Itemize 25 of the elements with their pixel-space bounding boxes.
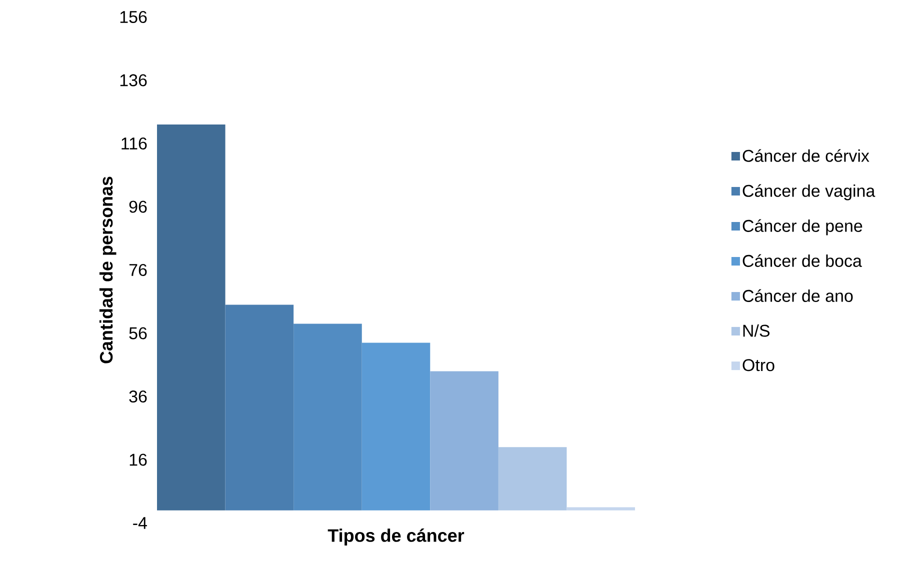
bar [294,324,362,510]
legend-label: Otro [742,359,774,372]
bar [157,124,226,510]
y-tick-label: 136 [120,74,147,86]
bar [498,447,567,510]
y-tick-label: 76 [129,264,147,276]
y-tick-label: 36 [129,390,147,403]
bar [225,304,294,510]
legend-label: Cáncer de boca [742,254,862,267]
legend-label: N/S [743,324,770,337]
x-axis-title: Tipos de cáncer [328,528,464,546]
bar [430,371,498,510]
legend-label: Cáncer de vagina [742,184,876,200]
legend-label: Cáncer de pene [742,219,862,236]
y-tick-label: 96 [129,200,147,213]
bar [566,507,636,510]
y-tick-label: 116 [122,137,147,150]
y-tick-label: -4 [133,517,147,529]
y-axis-title: Cantidad de personas [99,176,116,364]
y-tick-label: 16 [130,454,147,466]
y-tick-label: 156 [120,10,147,24]
y-tick-label: 56 [129,327,147,340]
legend-label: Cáncer de cérvix [742,149,870,162]
bar [362,342,430,510]
legend-label: Cáncer de ano [742,289,853,302]
